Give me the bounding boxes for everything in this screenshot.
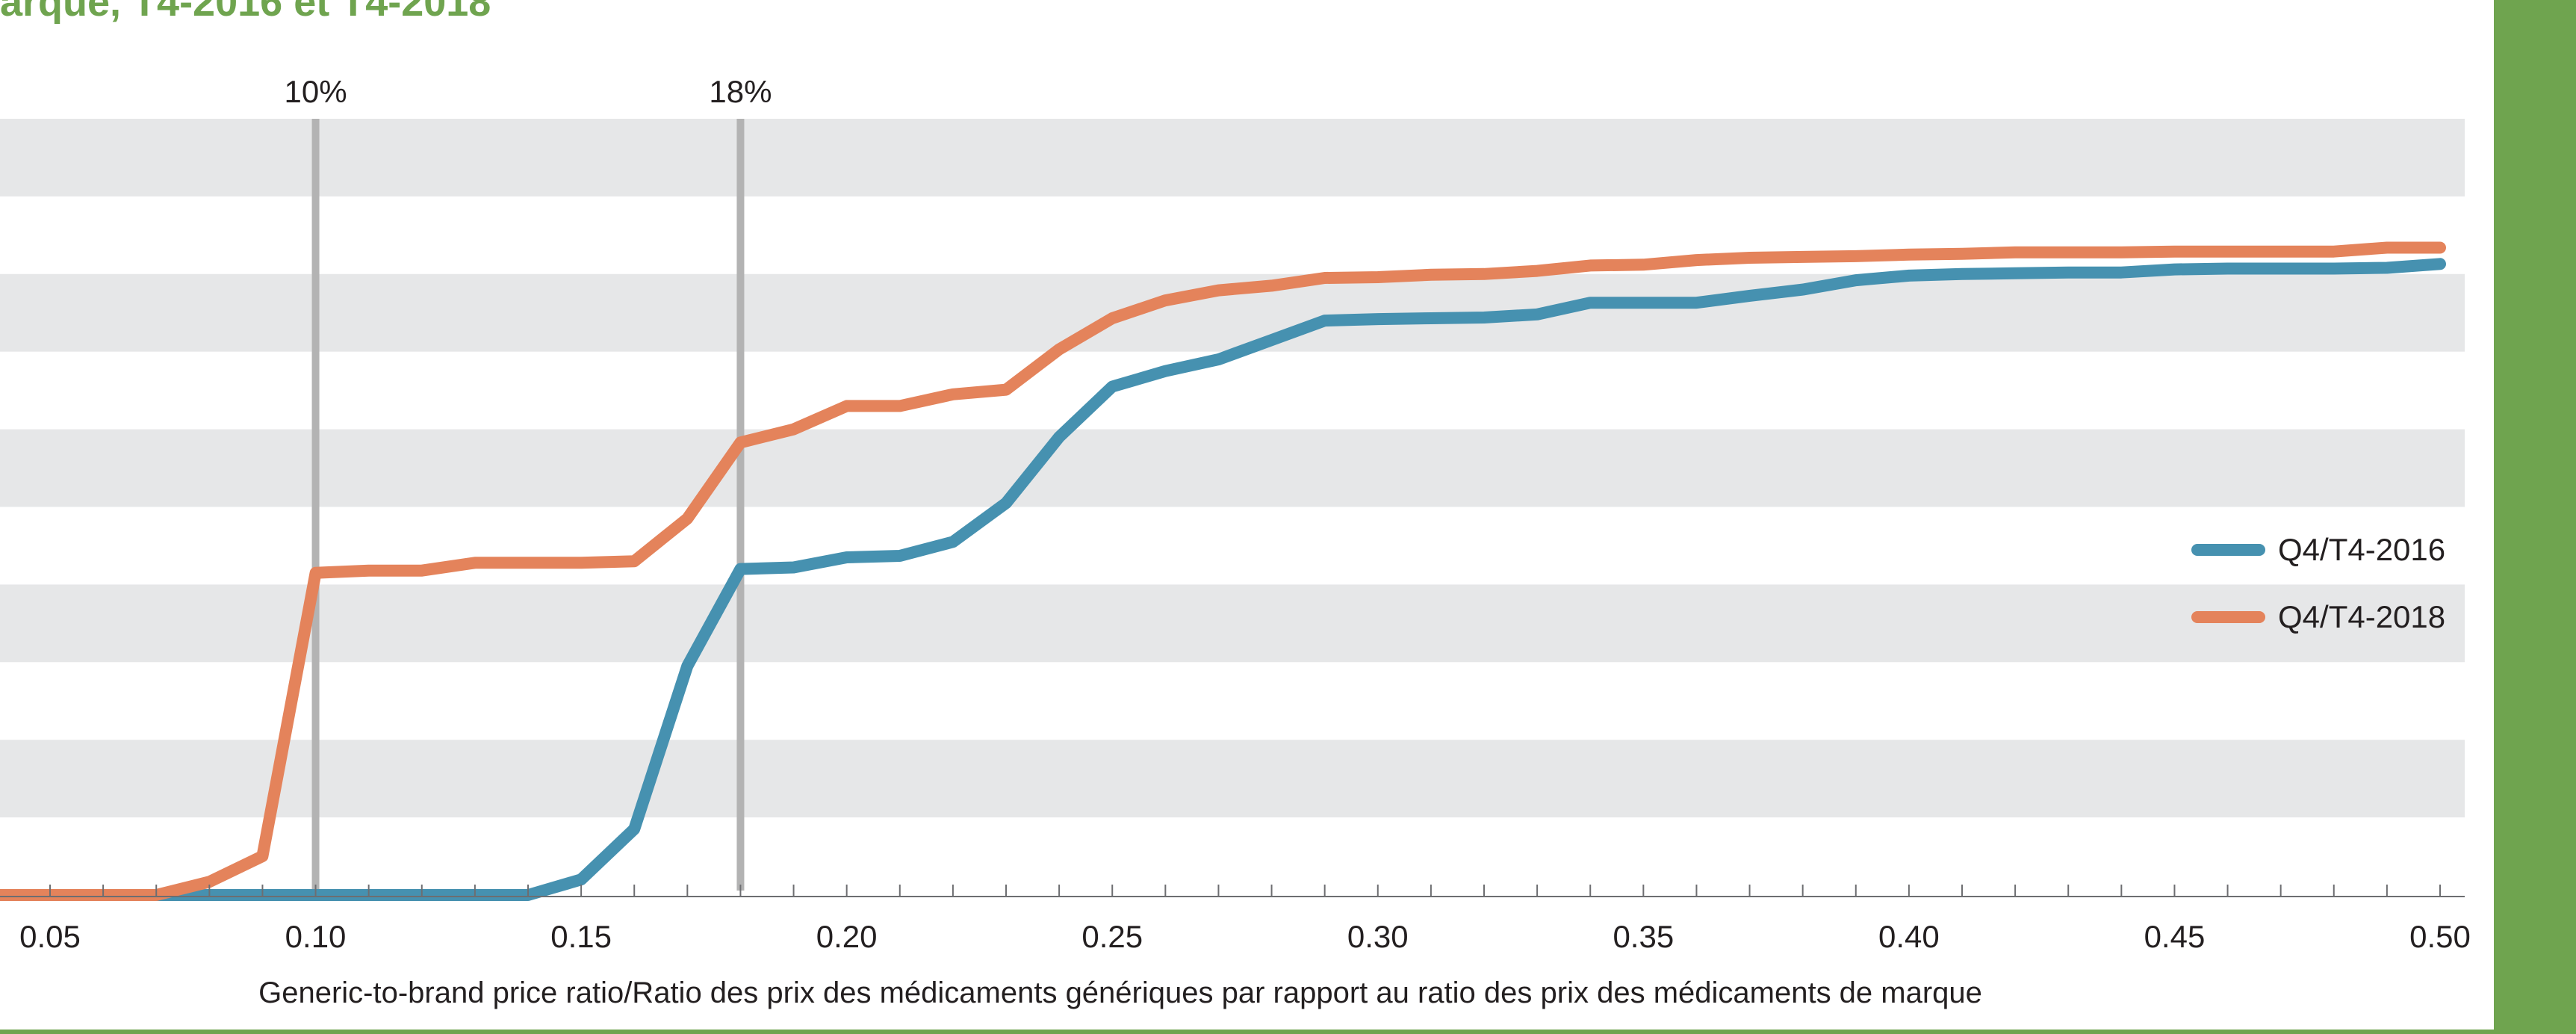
x-tick-label: 0.15 [550, 919, 612, 954]
x-axis: 0.05 0.10 0.15 0.20 0.25 0.30 0.35 0.40 0.45 0.50 [0, 885, 2471, 954]
x-tick-label: 0.30 [1347, 919, 1409, 954]
series-line [0, 258, 2446, 901]
series-lines [0, 241, 2446, 901]
reference-line-label: 10% [285, 74, 347, 109]
grid-band [0, 119, 2465, 196]
legend: Q4/T4-2016 Q4/T4-2018 [2191, 532, 2445, 634]
x-tick-label: 0.10 [285, 919, 347, 954]
right-accent-bar [2494, 0, 2576, 1034]
x-tick-label: 0.40 [1878, 919, 1940, 954]
legend-label: Q4/T4-2016 [2278, 532, 2445, 567]
legend-label: Q4/T4-2018 [2278, 599, 2445, 634]
x-axis-label: Generic-to-brand price ratio/Ratio des p… [258, 976, 1982, 1009]
x-tick-label: 0.35 [1613, 919, 1674, 954]
reference-lines: 10% 18% [285, 74, 772, 891]
x-tick-label: 0.50 [2409, 919, 2471, 954]
grid-band [0, 429, 2465, 507]
x-tick-label: 0.20 [816, 919, 878, 954]
background-bands [0, 119, 2465, 818]
grid-band [0, 584, 2465, 663]
x-tick-label: 0.25 [1081, 919, 1143, 954]
series-line [0, 241, 2446, 901]
bottom-accent-rule [0, 1030, 2576, 1034]
x-tick-label: 0.45 [2144, 919, 2206, 954]
reference-line-label: 18% [709, 74, 772, 109]
chart-title: arque, T4-2016 et T4-2018 [0, 0, 491, 25]
grid-band [0, 740, 2465, 818]
x-tick-label: 0.05 [19, 919, 81, 954]
